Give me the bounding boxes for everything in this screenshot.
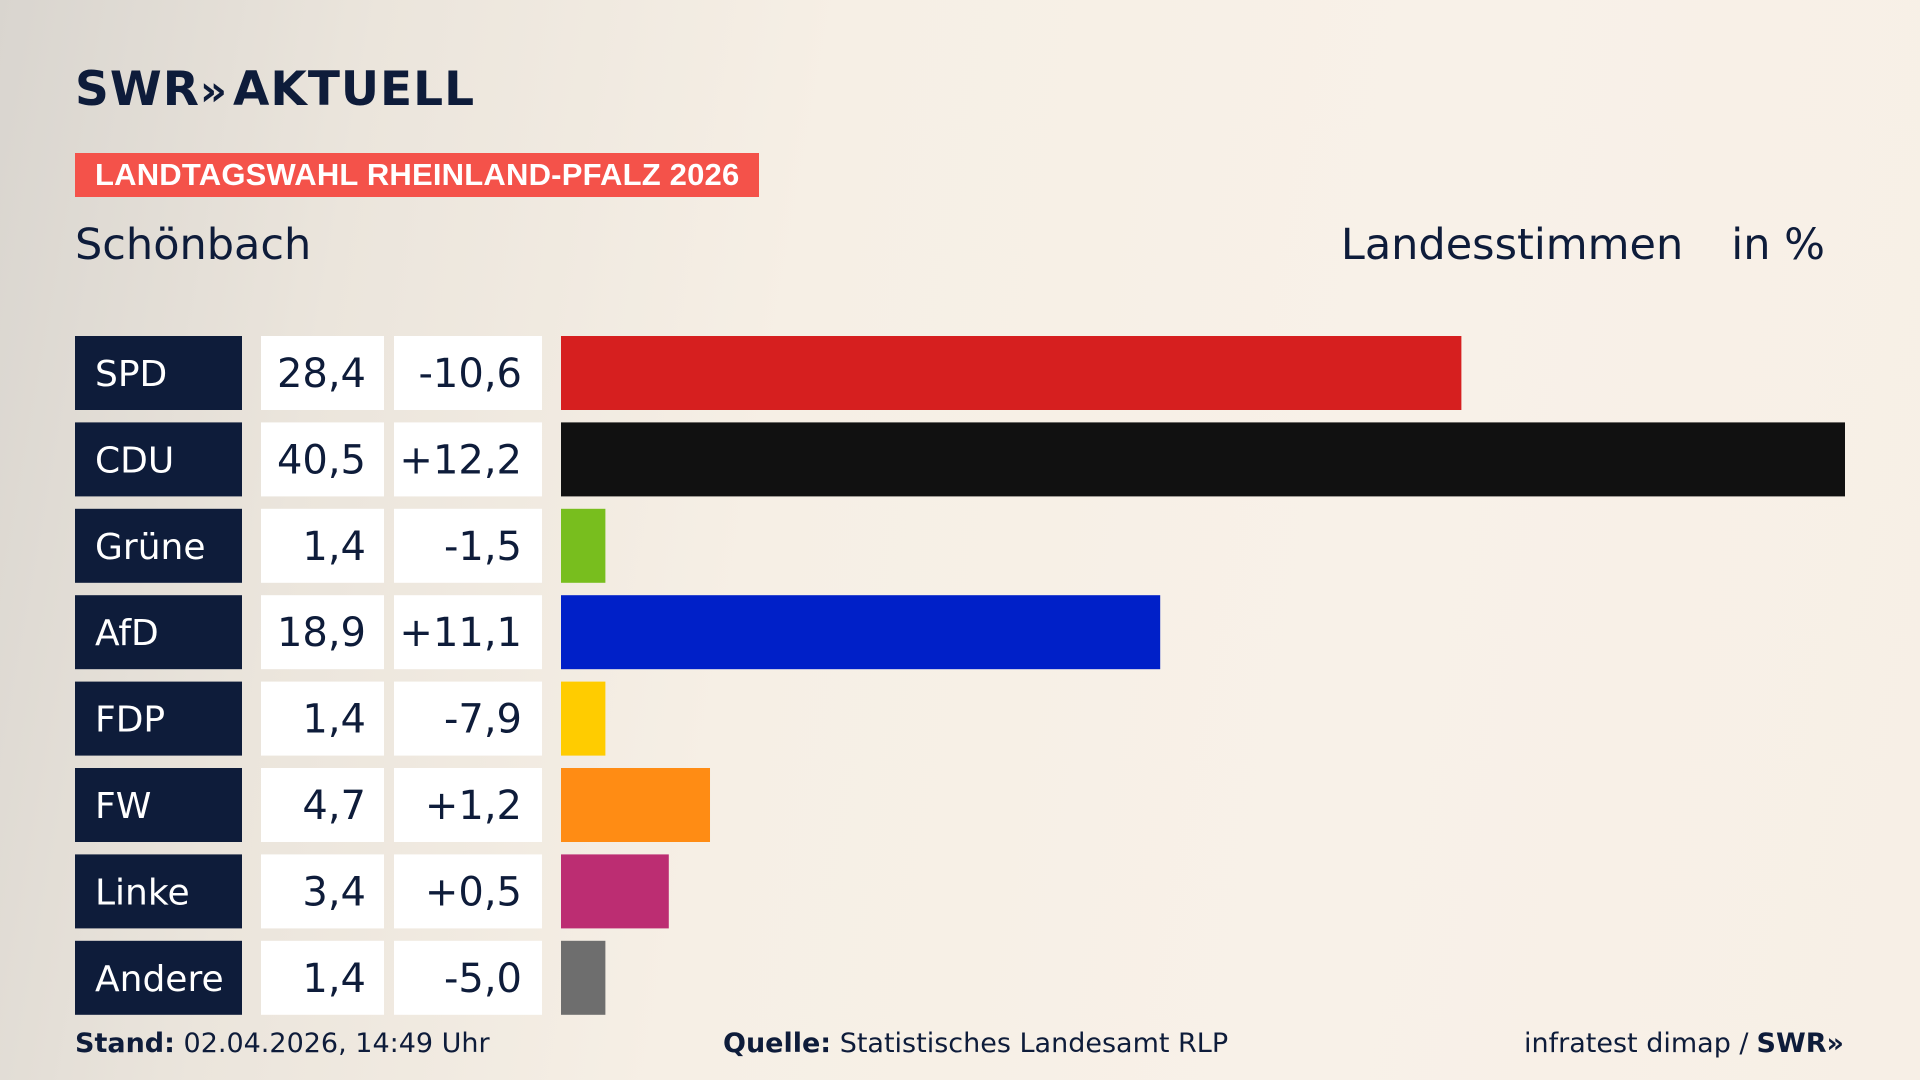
change-label-cdu: +12,2 [399, 437, 522, 483]
place-title: Schönbach [75, 220, 312, 270]
bar-afd [561, 595, 1161, 670]
change-label-spd: -10,6 [419, 351, 523, 397]
election-banner: LANDTAGSWAHL RHEINLAND-PFALZ 2026 [75, 153, 760, 197]
stand-value: 02.04.2026, 14:49 Uhr [183, 1028, 490, 1059]
value-label-cdu: 40,5 [277, 437, 366, 483]
credit-text: infratest dimap / [1524, 1028, 1749, 1059]
bar-cdu [561, 422, 1845, 497]
bar-spd [561, 336, 1462, 410]
change-label-linke: +0,5 [425, 869, 522, 915]
stand-label: Stand: [75, 1028, 175, 1059]
change-label-fw: +1,2 [425, 783, 522, 829]
party-label-box-spd [75, 336, 242, 410]
value-box-spd [261, 336, 384, 410]
swr-small-logo: SWR» [1756, 1028, 1844, 1059]
value-box-fdp [261, 681, 384, 756]
value-label-andere: 1,4 [302, 956, 366, 1002]
swr-aktuell-logo: SWR» AKTUELL [75, 66, 475, 113]
logo-brand: SWR [75, 62, 200, 117]
value-box-afd [261, 595, 384, 670]
change-box-linke [394, 854, 542, 929]
change-box-spd [394, 336, 542, 410]
party-label-box-gr-ne [75, 508, 242, 583]
party-label-andere: Andere [95, 959, 224, 1000]
change-box-fdp [394, 681, 542, 756]
party-label-cdu: CDU [95, 440, 174, 481]
value-label-fdp: 1,4 [302, 697, 366, 743]
change-label-fdp: -7,9 [444, 697, 522, 743]
party-label-box-cdu [75, 422, 242, 497]
change-label-andere: -5,0 [444, 956, 522, 1002]
party-label-box-linke [75, 854, 242, 929]
footer-stand: Stand: 02.04.2026, 14:49 Uhr [75, 1030, 490, 1057]
bar-fdp [561, 681, 606, 756]
value-box-cdu [261, 422, 384, 497]
party-label-box-fdp [75, 681, 242, 756]
party-label-gr-ne: Grüne [95, 527, 205, 568]
value-label-afd: 18,9 [277, 610, 366, 656]
change-box-andere [394, 940, 542, 1015]
value-label-linke: 3,4 [302, 869, 366, 915]
value-box-andere [261, 940, 384, 1015]
unit-label: in % [1731, 220, 1825, 270]
change-box-gr-ne [394, 508, 542, 583]
logo-suffix: AKTUELL [233, 62, 476, 117]
change-box-cdu [394, 422, 542, 497]
bar-fw [561, 768, 711, 842]
footer-source: Quelle: Statistisches Landesamt RLP [723, 1030, 1228, 1057]
source-value: Statistisches Landesamt RLP [839, 1028, 1229, 1059]
value-label-gr-ne: 1,4 [302, 524, 366, 570]
metric-header: Landesstimmen in % [1340, 220, 1825, 270]
party-label-box-andere [75, 940, 242, 1015]
party-label-box-fw [75, 768, 242, 842]
bar-linke [561, 854, 669, 929]
value-box-gr-ne [261, 508, 384, 583]
party-label-spd: SPD [95, 354, 167, 395]
change-box-fw [394, 768, 542, 842]
footer-credit: infratest dimap / SWR» [1524, 1030, 1844, 1057]
metric-label: Landesstimmen [1340, 220, 1684, 270]
change-box-afd [394, 595, 542, 670]
value-label-fw: 4,7 [302, 783, 366, 829]
source-label: Quelle: [723, 1028, 832, 1059]
value-box-fw [261, 768, 384, 842]
party-label-fw: FW [95, 786, 151, 827]
bar-andere [561, 940, 606, 1015]
results-chart: SPD 28,4 -10,6 CDU 40,5 +12,2 Grüne 1,4 -1,5 AfD 1… [75, 336, 1845, 1015]
change-label-afd: +11,1 [399, 610, 522, 656]
value-box-linke [261, 854, 384, 929]
party-label-box-afd [75, 595, 242, 670]
change-label-gr-ne: -1,5 [444, 524, 522, 570]
party-label-afd: AfD [95, 613, 159, 654]
party-label-linke: Linke [95, 872, 190, 913]
party-label-fdp: FDP [95, 700, 165, 741]
bar-gr-ne [561, 508, 606, 583]
value-label-spd: 28,4 [277, 351, 366, 397]
